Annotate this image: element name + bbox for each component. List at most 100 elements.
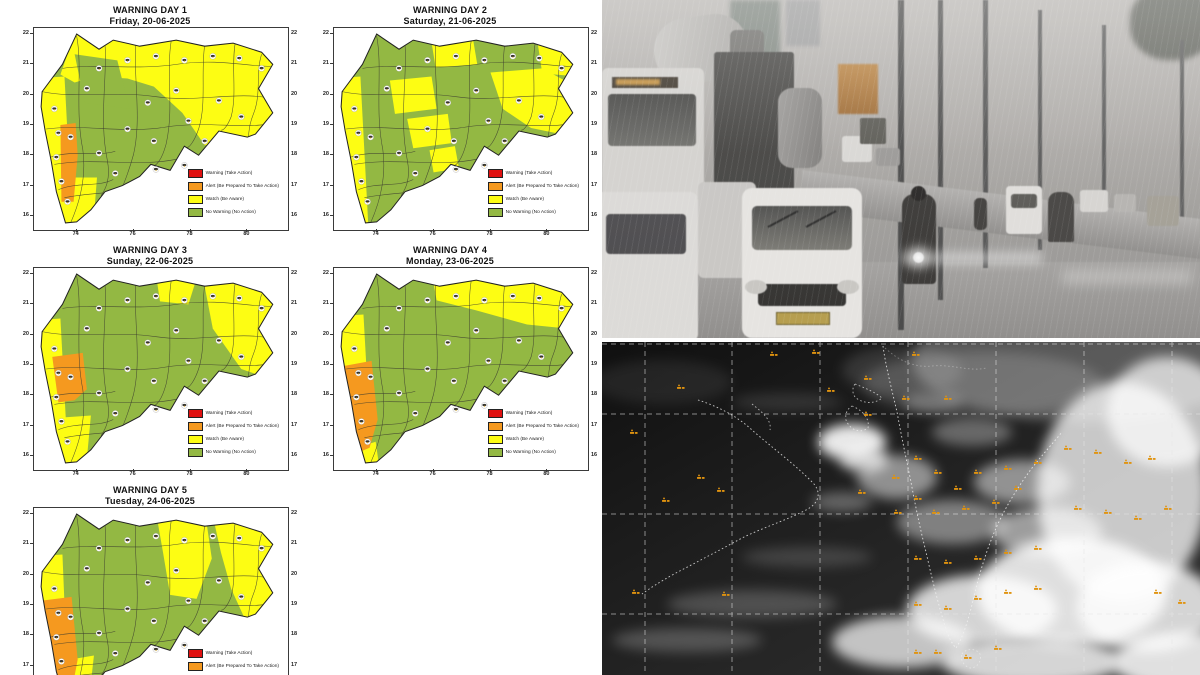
thunderstorm-icon xyxy=(53,394,60,401)
station-marker xyxy=(858,489,866,494)
y-axis-tick-label-right: 19 xyxy=(291,361,298,367)
x-axis-tick-label: 80 xyxy=(543,471,550,477)
y-axis-tick-label-right: 20 xyxy=(291,330,298,337)
thunderstorm-icon xyxy=(353,154,360,161)
map-plot: Warning (Take Action) Alert (Be Prepared … xyxy=(33,507,289,675)
x-axis-tick-label: 78 xyxy=(186,231,193,237)
y-axis-tick-label-left: 17 xyxy=(22,661,29,668)
thunderstorm-icon xyxy=(67,373,74,381)
warning-map-panel-day2: WARNING DAY 2 Saturday, 21-06-2025 Warning… xyxy=(300,0,600,240)
far-white-van xyxy=(1006,186,1042,234)
y-axis-tick-label-left: 20 xyxy=(22,90,29,97)
thunderstorm-icon xyxy=(364,438,371,445)
road-reflection xyxy=(902,252,1042,264)
maharashtra-map-svg xyxy=(340,273,574,464)
warning-map-panel-day4: WARNING DAY 4 Monday, 23-06-2025 Warning (… xyxy=(300,240,600,480)
station-marker xyxy=(914,649,922,654)
auto-rickshaw xyxy=(1048,192,1074,242)
thunderstorm-icon xyxy=(124,605,131,613)
y-axis-tick-label-left: 17 xyxy=(22,421,29,428)
y-axis-tick-label-right: 22 xyxy=(291,30,298,37)
thunderstorm-icon xyxy=(152,166,160,173)
station-marker xyxy=(974,595,982,600)
legend-swatch-warning xyxy=(187,649,203,658)
thunderstorm-icon xyxy=(95,65,103,72)
thunderstorm-icon xyxy=(185,357,192,365)
y-axis-tick-label-left: 19 xyxy=(22,361,29,367)
y-axis-tick-label-right: 19 xyxy=(591,361,598,367)
station-marker xyxy=(677,384,685,389)
photo-art-layer xyxy=(602,0,1200,338)
lamp-pole xyxy=(1102,25,1106,240)
thunderstorm-icon xyxy=(258,305,265,312)
legend-row: Watch (Be Aware) xyxy=(187,435,279,444)
y-tick-mark xyxy=(330,63,333,65)
station-marker xyxy=(722,591,730,596)
legend-swatch-watch xyxy=(487,195,503,204)
cloud-masses xyxy=(602,342,1200,675)
thunderstorm-icon xyxy=(383,325,391,332)
legend-swatch-alert xyxy=(487,422,503,431)
y-tick-mark xyxy=(30,543,33,545)
maharashtra-map-svg xyxy=(40,273,274,464)
thunderstorm-icon xyxy=(55,369,62,377)
thunderstorm-icon xyxy=(53,154,60,161)
map-legend: Warning (Take Action) Alert (Be Prepared … xyxy=(187,645,279,675)
legend-label: No Warning (No Action) xyxy=(205,210,256,215)
thunderstorm-icon xyxy=(215,337,223,344)
station-marker xyxy=(1014,485,1022,490)
y-tick-mark xyxy=(30,604,33,605)
hatchback-windshield xyxy=(752,206,852,250)
orange-roadside-board xyxy=(838,64,878,114)
y-axis-tick-label-left: 17 xyxy=(22,181,29,188)
thunderstorm-icon xyxy=(481,57,488,64)
x-axis-tick-label: 74 xyxy=(372,231,379,237)
thunderstorm-icon xyxy=(351,345,358,352)
x-tick-mark xyxy=(546,469,548,472)
map-title-day: WARNING DAY 3 xyxy=(112,245,188,255)
thunderstorm-icon xyxy=(481,402,488,409)
thunderstorm-icon xyxy=(201,377,208,385)
station-marker xyxy=(1004,589,1012,594)
station-marker xyxy=(1034,545,1042,550)
station-marker xyxy=(1004,549,1012,554)
y-axis-tick-label-left: 22 xyxy=(22,510,29,517)
headlight xyxy=(837,280,859,294)
legend-row: Warning (Take Action) xyxy=(187,649,279,658)
thunderstorm-icon xyxy=(95,630,103,637)
legend-label: Alert (Be Prepared To Take Action) xyxy=(205,664,279,669)
y-axis-tick-label-right: 19 xyxy=(591,121,598,127)
x-axis-tick-label: 78 xyxy=(486,231,493,237)
thunderstorm-icon xyxy=(124,297,131,304)
x-tick-mark xyxy=(432,229,434,232)
station-marker xyxy=(812,349,820,354)
map-plot: Warning (Take Action) Alert (Be Prepared … xyxy=(333,267,589,471)
station-marker xyxy=(934,469,942,474)
y-axis-tick-label-left: 18 xyxy=(22,631,29,638)
y-axis-tick-label-right: 22 xyxy=(291,270,298,277)
thunderstorm-icon xyxy=(364,198,371,205)
van-windshield xyxy=(1011,194,1037,208)
thunderstorm-icon xyxy=(144,579,151,586)
station-marker xyxy=(1034,585,1042,590)
thunderstorm-icon xyxy=(209,53,217,60)
thunderstorm-icon xyxy=(485,357,492,365)
x-tick-mark xyxy=(375,469,377,472)
y-axis-tick-label-left: 19 xyxy=(322,121,329,127)
y-tick-mark xyxy=(330,154,333,156)
x-axis-tick-label: 76 xyxy=(429,231,436,237)
y-axis-tick-label-right: 17 xyxy=(291,181,298,188)
legend-swatch-warning xyxy=(187,169,203,178)
maharashtra-map-svg xyxy=(340,33,574,224)
thunderstorm-icon xyxy=(515,337,523,344)
station-marker xyxy=(992,499,1000,504)
thunderstorm-icon xyxy=(236,535,243,542)
y-axis-tick-label-right: 22 xyxy=(291,510,298,517)
thunderstorm-icon xyxy=(67,613,74,621)
y-axis-tick-label-right: 21 xyxy=(591,60,598,67)
thunderstorm-icon xyxy=(395,305,403,312)
helmet xyxy=(911,186,926,201)
map-title-date: Sunday, 22-06-2025 xyxy=(106,256,194,267)
thunderstorm-icon xyxy=(152,293,160,300)
satellite-svg xyxy=(602,342,1200,675)
